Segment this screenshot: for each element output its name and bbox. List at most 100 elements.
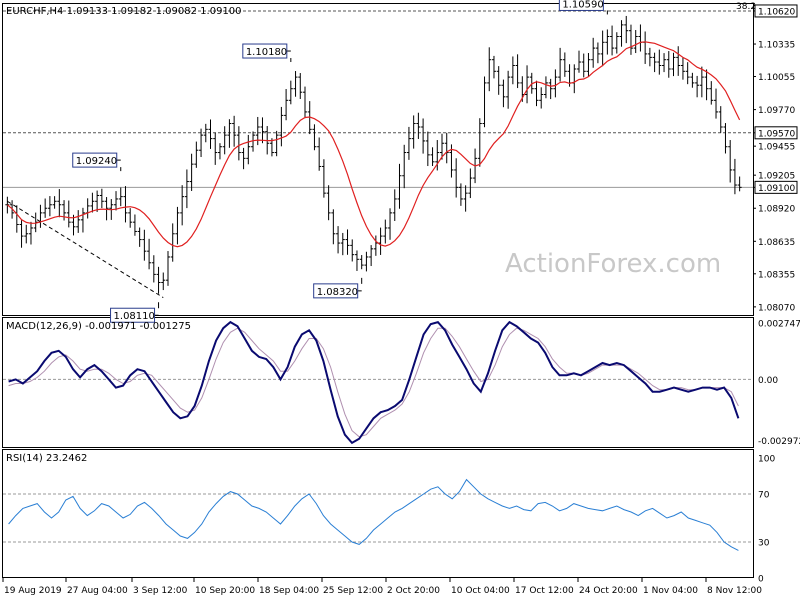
price-bar — [28, 221, 33, 245]
price-bar — [24, 224, 29, 244]
time-tick-label: 2 Oct 20:00 — [387, 586, 440, 596]
price-bar — [76, 210, 81, 233]
price-annotation: 1.10590 — [558, 0, 608, 15]
price-bar — [586, 53, 591, 77]
price-bar — [175, 206, 180, 245]
price-bar — [142, 229, 147, 261]
price-tick: 1.10055 — [753, 73, 795, 83]
price-bar — [657, 49, 662, 75]
rsi-line-path — [8, 478, 739, 551]
price-bar — [184, 169, 189, 209]
price-bar — [496, 66, 501, 95]
price-bar — [147, 238, 152, 270]
price-bar — [279, 106, 284, 147]
price-tick: 1.09570 — [753, 126, 798, 139]
price-bar — [118, 187, 123, 207]
time-tick-label: 25 Sep 12:00 — [323, 586, 383, 596]
price-tick: 1.09455 — [753, 143, 795, 153]
price-tick-label: 1.09100 — [758, 184, 795, 194]
price-bar — [350, 239, 355, 262]
price-bar — [534, 80, 539, 107]
price-bar — [633, 30, 638, 54]
price-bar — [553, 69, 558, 98]
price-bar — [463, 185, 468, 212]
price-bar — [392, 189, 397, 221]
time-tick-label: 10 Oct 04:00 — [451, 586, 510, 596]
price-bar — [241, 147, 246, 170]
rsi-line — [8, 478, 739, 551]
price-tick: 1.09770 — [753, 106, 795, 116]
price-annotation: 1.10180 — [242, 43, 292, 63]
annotation-label: 1.08320 — [317, 287, 358, 298]
price-tick-label: 1.10620 — [758, 7, 795, 17]
price-bar — [416, 112, 421, 139]
price-bar — [312, 124, 317, 151]
price-bar — [709, 81, 714, 105]
macd-lines — [8, 320, 740, 445]
price-bar — [600, 30, 605, 67]
price-bar — [95, 190, 100, 212]
price-bar — [284, 89, 289, 121]
price-bar — [482, 76, 487, 128]
price-bar — [340, 232, 345, 256]
price-bar — [411, 115, 416, 149]
macd-line — [8, 320, 740, 445]
price-bar — [99, 188, 104, 209]
price-bar — [331, 209, 336, 245]
price-bar — [652, 52, 657, 73]
price-bar — [194, 141, 199, 168]
price-bar — [595, 42, 600, 64]
price-bar — [364, 251, 369, 272]
price-bar — [199, 128, 204, 158]
price-bar — [293, 71, 298, 97]
price-bar — [444, 132, 449, 164]
price-bar — [647, 47, 652, 67]
price-tick: 1.10620 — [753, 4, 798, 18]
price-bar — [723, 123, 728, 154]
price-bar — [217, 143, 222, 160]
price-axis: 1.10620 1.10335 1.10055 1.09770 1.09570 1.094… — [753, 4, 798, 313]
price-bar — [80, 207, 85, 233]
moving-average — [7, 41, 741, 248]
price-bar — [577, 50, 582, 73]
price-bar — [137, 227, 142, 247]
price-bar — [132, 214, 137, 236]
price-level-lines — [3, 10, 753, 188]
rsi-tick-label: 0 — [758, 575, 764, 585]
price-bar — [317, 137, 322, 171]
price-bar — [732, 158, 737, 195]
price-bar — [336, 226, 341, 254]
price-bar — [397, 163, 402, 209]
moving-average-line — [7, 41, 741, 248]
rsi-tick-label: 70 — [758, 491, 770, 501]
price-bar — [227, 119, 232, 148]
annotation-label: 1.10180 — [246, 47, 287, 58]
price-bar — [298, 73, 303, 99]
time-axis: 19 Aug 2019 27 Aug 04:00 3 Sep 12:00 10 Sep… — [2, 578, 762, 596]
price-annotation: 1.08110 — [110, 302, 160, 323]
price-bar — [680, 57, 685, 80]
price-tick: 1.08635 — [753, 238, 795, 248]
price-bar — [232, 115, 237, 147]
price-bar — [605, 29, 610, 55]
price-bar — [728, 140, 733, 183]
price-bar — [699, 66, 704, 98]
price-bar — [421, 118, 426, 154]
price-bar — [543, 76, 548, 99]
price-tick-label: 1.09455 — [758, 143, 795, 153]
price-bar — [359, 255, 364, 270]
macd-title: MACD(12,26,9) -0.001971 -0.001275 — [6, 321, 191, 332]
price-tick-label: 1.10335 — [758, 41, 795, 51]
price-bar — [624, 15, 629, 44]
price-bar — [128, 208, 133, 228]
price-bar — [581, 53, 586, 78]
price-bar — [737, 176, 742, 192]
price-bar — [402, 144, 407, 189]
price-bar — [430, 147, 435, 167]
price-annotation: 1.09240 — [72, 152, 122, 172]
time-tick-label: 19 Aug 2019 — [4, 586, 62, 596]
price-bar — [440, 133, 445, 160]
signal-line — [8, 327, 739, 438]
trend-line-segment — [7, 200, 164, 299]
